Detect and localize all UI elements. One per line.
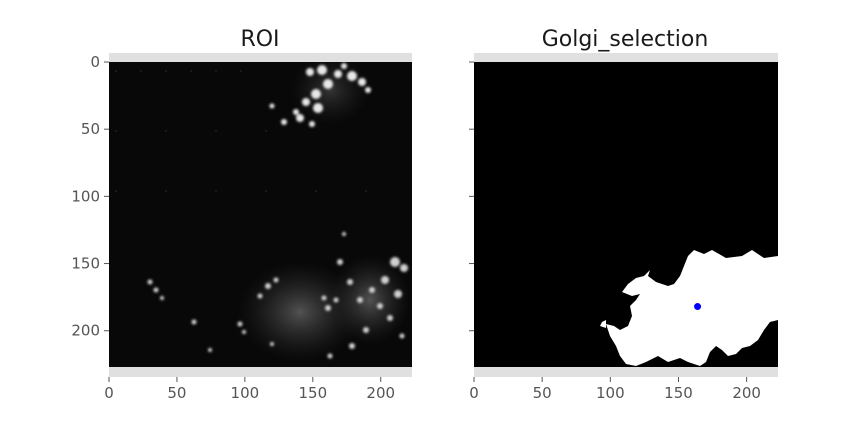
golgi-x-tick-label: 100 [596,384,625,402]
golgi-x-tick-label: 50 [533,384,552,402]
golgi-x-axis: 0 50 100 150 200 [469,377,761,402]
roi-x-tick-label: 100 [231,384,260,402]
roi-title: ROI [240,27,279,52]
roi-x-tick-label: 200 [366,384,395,402]
roi-x-tick-label: 0 [104,384,114,402]
golgi-panel: Golgi_selection 0 50 100 150 200 [469,27,778,402]
roi-y-tick-label: 0 [90,53,100,71]
roi-y-tick-label: 50 [81,120,100,138]
roi-y-tick-label: 100 [71,187,100,205]
roi-panel: ROI 0 50 100 150 200 0 50 100 150 200 [71,27,412,402]
golgi-y-axis [469,61,474,332]
golgi-mask-region-2 [600,320,606,328]
roi-x-tick-label: 150 [298,384,327,402]
roi-micrograph [115,62,410,362]
golgi-x-tick-label: 0 [469,384,479,402]
golgi-x-tick-label: 150 [664,384,693,402]
golgi-center-point [694,303,702,311]
roi-y-tick-label: 200 [71,322,100,340]
roi-y-tick-label: 150 [71,255,100,273]
roi-y-axis: 0 50 100 150 200 [71,53,109,340]
golgi-title: Golgi_selection [542,27,709,52]
roi-x-axis: 0 50 100 150 200 [104,377,395,402]
golgi-points [694,303,702,311]
golgi-x-tick-label: 200 [732,384,761,402]
roi-x-tick-label: 50 [167,384,186,402]
golgi-mask-region [606,250,778,366]
